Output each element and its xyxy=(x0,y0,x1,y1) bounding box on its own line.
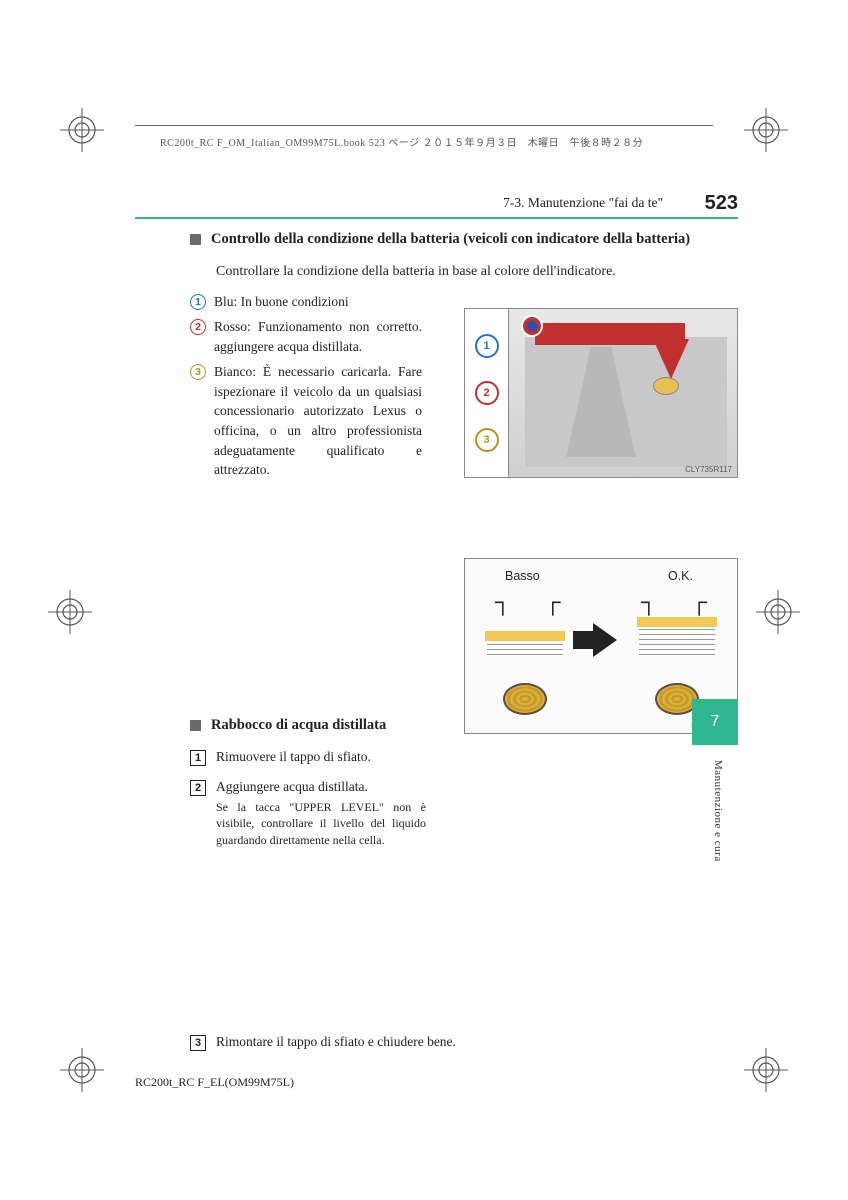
heading-text: Rabbocco di acqua distillata xyxy=(211,716,386,736)
heading-text: Controllo della condizione della batteri… xyxy=(211,230,690,250)
crop-mark-icon xyxy=(756,590,800,634)
crop-mark-icon xyxy=(60,1048,104,1092)
step-title: Rimuovere il tappo di sfiato. xyxy=(216,749,738,765)
header-rule xyxy=(135,217,738,219)
crop-mark-icon xyxy=(744,1048,788,1092)
step-item: 2 Aggiungere acqua distillata. Se la tac… xyxy=(190,779,738,848)
color-dot-icon xyxy=(521,315,543,337)
figure-label-ok: O.K. xyxy=(668,569,693,583)
page-header: 7-3. Manutenzione "fai da te" 523 xyxy=(135,195,738,219)
crop-mark-icon xyxy=(48,590,92,634)
print-header-text: RC200t_RC F_OM_Italian_OM99M75L.book 523… xyxy=(160,134,643,149)
bracket-icon: ┌ xyxy=(691,589,707,615)
square-bullet-icon xyxy=(190,720,201,731)
boxed-number-icon: 3 xyxy=(190,1035,206,1051)
indicator-cap-icon xyxy=(653,377,679,395)
figure-battery-indicator: 1 2 3 CLY735R117 xyxy=(464,308,738,478)
boxed-number-icon: 2 xyxy=(190,780,206,796)
chapter-label: Manutenzione e cura xyxy=(712,760,724,862)
step-note: Se la tacca "UPPER LEVEL" non è visibile… xyxy=(216,799,426,848)
bracket-icon: ┌ xyxy=(495,589,511,615)
section-1-heading: Controllo della condizione della batteri… xyxy=(190,230,738,250)
legend-marker-icon: 1 xyxy=(475,334,499,358)
figure-code: CLY735R117 xyxy=(685,465,732,474)
cell-ok-graphic xyxy=(639,617,715,659)
bracket-icon: ┌ xyxy=(641,589,657,615)
bracket-icon: ┌ xyxy=(545,589,561,615)
page-number: 523 xyxy=(705,192,738,215)
legend-marker-icon: 3 xyxy=(475,428,499,452)
section-breadcrumb: 7-3. Manutenzione "fai da te" xyxy=(135,195,738,211)
crop-mark-icon xyxy=(744,108,788,152)
step-item: 1 Rimuovere il tappo di sfiato. xyxy=(190,749,738,769)
item-text: Rosso: Funzionamento non corretto. aggiu… xyxy=(214,317,422,356)
legend-marker-icon: 2 xyxy=(475,381,499,405)
crop-mark-icon xyxy=(60,108,104,152)
circled-number-icon: 1 xyxy=(190,294,206,310)
intro-text: Controllare la condizione della batteria… xyxy=(216,264,738,280)
chapter-tab: 7 xyxy=(692,699,738,745)
content-area: Controllo della condizione della batteri… xyxy=(190,230,738,1064)
cell-low-graphic xyxy=(487,631,563,659)
section-2: Rabbocco di acqua distillata 1 Rimuovere… xyxy=(190,716,738,848)
step-title: Rimontare il tappo di sfiato e chiudere … xyxy=(216,1034,738,1050)
item-text: Blu: In buone condizioni xyxy=(214,292,349,312)
figure-label-low: Basso xyxy=(505,569,540,583)
circled-number-icon: 2 xyxy=(190,319,206,335)
circled-number-icon: 3 xyxy=(190,364,206,380)
arrow-icon xyxy=(535,323,685,345)
step-item: 3 Rimontare il tappo di sfiato e chiuder… xyxy=(190,1034,738,1054)
print-header-rule xyxy=(135,125,713,126)
square-bullet-icon xyxy=(190,234,201,245)
figure-legend: 1 2 3 xyxy=(465,309,509,477)
step-title: Aggiungere acqua distillata. xyxy=(216,779,738,795)
boxed-number-icon: 1 xyxy=(190,750,206,766)
item-text: Bianco: È necessario caricarla. Fare isp… xyxy=(214,362,422,479)
footer-text: RC200t_RC F_EL(OM99M75L) xyxy=(135,1075,294,1090)
cell-topview-icon xyxy=(503,683,547,715)
